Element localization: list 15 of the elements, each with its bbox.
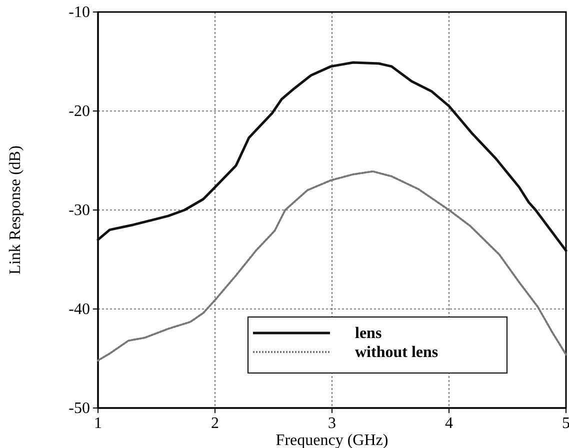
legend-label: lens	[355, 325, 382, 342]
x-tick-label: 4	[445, 415, 453, 432]
y-tick-label: -10	[68, 4, 90, 22]
x-tick-label: 2	[211, 415, 219, 432]
x-tick-label: 5	[562, 415, 569, 432]
line-series	[96, 61, 568, 252]
y-tick-label: -40	[68, 301, 90, 318]
legend-label: without lens	[355, 344, 438, 361]
y-tick-label: -30	[68, 202, 90, 220]
y-tick-label: -50	[68, 400, 90, 418]
x-tick-label: 3	[328, 415, 336, 432]
y-axis-title: Link Response (dB)	[7, 146, 24, 274]
line-series	[97, 170, 567, 362]
x-tick-label: 1	[94, 415, 102, 432]
y-tick-label: -20	[68, 103, 90, 120]
